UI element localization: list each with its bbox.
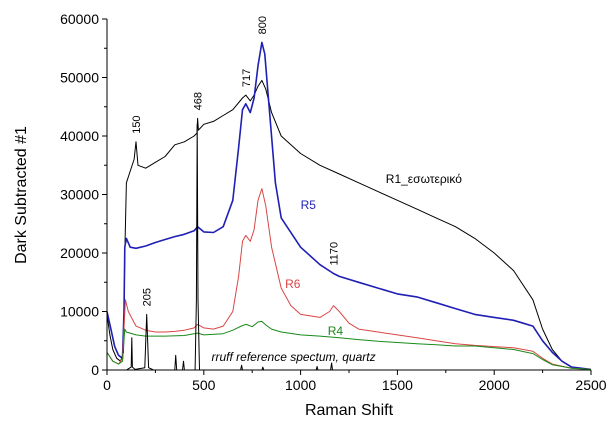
x-tick-label: 0 xyxy=(103,377,111,393)
y-tick-label: 60000 xyxy=(60,11,99,27)
y-tick-label: 10000 xyxy=(60,304,99,320)
tick-layer: 0 500 1000 1500 2000 2500 0 10000 20000 30000 4000… xyxy=(60,11,607,393)
peak-label-468: 468 xyxy=(193,92,205,110)
y-tick-label: 50000 xyxy=(60,70,99,86)
series-line-r6 xyxy=(106,188,592,370)
series-line-r1 xyxy=(106,79,592,370)
y-tick-label: 40000 xyxy=(60,128,99,144)
peak-label-717: 717 xyxy=(241,69,253,87)
x-tick-label: 500 xyxy=(192,377,216,393)
series-line-r5 xyxy=(106,41,592,371)
peak-label-150: 150 xyxy=(131,115,143,133)
label-layer: 150 468 717 800 1170 205 R1_εσωτερικό R5 R6 R4 rru… xyxy=(131,16,462,364)
series-label-r1: R1_εσωτερικό xyxy=(386,172,462,186)
y-axis-title: Dark Subtracted #1 xyxy=(13,126,30,264)
x-tick-label: 1500 xyxy=(382,377,413,393)
series-line-rruff-reference-spectum-quartz xyxy=(107,123,495,371)
series-label-r4: R4 xyxy=(328,324,344,338)
y-tick-label: 20000 xyxy=(60,245,99,261)
x-tick-label: 2500 xyxy=(575,377,606,393)
series-layer xyxy=(106,41,592,371)
series-label-r5: R5 xyxy=(301,198,317,212)
y-tick-label: 0 xyxy=(91,362,99,378)
x-tick-label: 1000 xyxy=(285,377,316,393)
peak-label-205: 205 xyxy=(142,288,154,306)
series-label-r6: R6 xyxy=(285,277,301,291)
series-label-rruff-reference-spectum-quartz: rruff reference spectum, quartz xyxy=(212,350,376,364)
y-tick-label: 30000 xyxy=(60,187,99,203)
series-line-r4 xyxy=(106,320,592,370)
x-axis-title: Raman Shift xyxy=(305,402,394,419)
x-tick-label: 2000 xyxy=(479,377,510,393)
peak-label-1170: 1170 xyxy=(329,242,341,266)
peak-label-800: 800 xyxy=(257,16,269,34)
